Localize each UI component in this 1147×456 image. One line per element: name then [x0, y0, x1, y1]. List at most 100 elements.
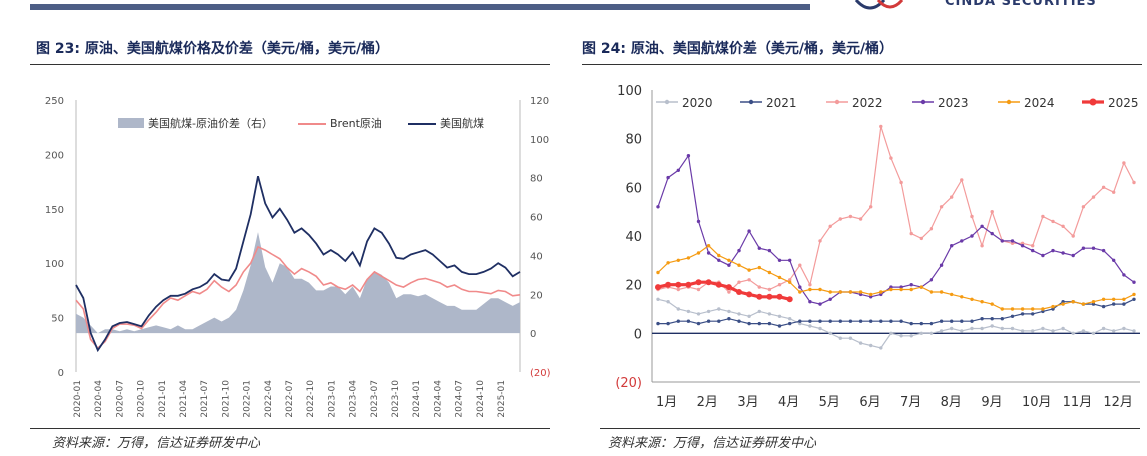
series-marker-2022 [828, 224, 832, 228]
x-tick-label: 2021-04 [179, 380, 189, 418]
left-y-tick: 100 [45, 259, 64, 270]
x-tick-label: 2022-04 [264, 380, 274, 418]
series-marker-2021 [919, 321, 923, 326]
series-marker-2022 [737, 280, 741, 284]
series-marker-2020 [990, 324, 994, 328]
left-y-tick: 250 [45, 96, 64, 107]
x-tick-label: 2023-07 [370, 380, 380, 418]
x-category-label: 7月 [900, 395, 921, 410]
series-marker-2023 [808, 300, 812, 304]
series-marker-2020 [899, 334, 903, 338]
series-marker-2020 [929, 331, 934, 335]
series-marker-2021 [1101, 304, 1106, 309]
left-source-note: 资料来源：万得，信达证券研发中心 [52, 436, 261, 451]
series-marker-2022 [970, 214, 974, 219]
right-chart: (20) 0 20 40 60 80 100 1月 2月 3月 4月 5月 6月 7月 8月 9月 10月 11月… [615, 84, 1140, 410]
x-category-label: 11月 [1063, 395, 1093, 410]
series-marker-2021 [717, 319, 721, 323]
series-marker-2023 [757, 246, 761, 250]
series-marker-2024 [656, 270, 660, 275]
series-marker-2022 [1031, 244, 1035, 248]
series-marker-2024 [767, 270, 772, 275]
series-marker-2020 [767, 312, 772, 316]
series-marker-2021 [1122, 302, 1126, 306]
series-marker-2022 [899, 180, 903, 185]
series-marker-2023 [950, 244, 954, 248]
right-figure-title: 图 24: 原油、美国航煤价差（美元/桶，美元/桶） [582, 41, 894, 57]
left-y-tick: 0 [58, 368, 64, 379]
series-marker-2022 [960, 178, 964, 182]
series-marker-2023 [1081, 246, 1086, 250]
series-line-2020 [657, 298, 1135, 349]
series-marker-2023 [879, 292, 883, 297]
series-marker-2022 [767, 287, 772, 292]
x-tick-label: 2022-07 [285, 380, 295, 418]
series-marker-2024 [1061, 302, 1065, 306]
series-marker-2020 [727, 309, 731, 314]
series-marker-2022 [1041, 214, 1045, 219]
series-marker-2020 [696, 312, 701, 316]
series-marker-2021 [1112, 302, 1116, 306]
series-marker-2023 [696, 219, 701, 224]
series-marker-2022 [1051, 219, 1055, 224]
series-marker-2020 [980, 326, 984, 331]
series-marker-2024 [1031, 307, 1035, 311]
series-marker-2020 [747, 314, 751, 318]
series-marker-2021 [656, 321, 660, 326]
series-marker-2021 [990, 317, 994, 321]
left-chart: 0 50 100 150 200 250 (20) 0 20 40 60 80 100 120 2020-0… [45, 96, 551, 418]
right-title-rule [582, 64, 1142, 65]
series-marker-2023 [858, 292, 863, 297]
legend-marker-2024 [1006, 99, 1012, 105]
series-marker-2022 [696, 287, 701, 292]
series-marker-2022 [1061, 224, 1065, 228]
x-tick-label: 2024-10 [476, 380, 486, 418]
series-marker-2024 [970, 297, 974, 301]
series-marker-2022 [889, 156, 893, 160]
series-marker-2020 [1071, 331, 1075, 335]
series-marker-2024 [676, 258, 680, 262]
series-marker-2022 [798, 263, 802, 267]
series-marker-2024 [1132, 292, 1136, 297]
series-marker-2024 [1091, 300, 1096, 304]
series-marker-2023 [1061, 251, 1065, 255]
series-marker-2025 [685, 281, 692, 288]
series-marker-2024 [818, 287, 822, 292]
series-marker-2024 [960, 295, 964, 299]
series-marker-2021 [950, 319, 954, 323]
series-marker-2021 [737, 319, 741, 323]
series-marker-2020 [919, 331, 923, 335]
series-marker-2022 [838, 217, 842, 221]
series-marker-2025 [675, 281, 682, 288]
series-marker-2023 [1031, 248, 1035, 253]
series-marker-2021 [696, 321, 701, 326]
series-marker-2020 [950, 326, 954, 331]
series-marker-2021 [909, 321, 913, 326]
series-marker-2021 [1031, 312, 1035, 316]
x-category-label: 4月 [778, 395, 799, 410]
series-marker-2025 [695, 279, 702, 286]
series-marker-2024 [1051, 304, 1055, 309]
series-marker-2024 [939, 290, 944, 294]
series-marker-2024 [706, 244, 711, 248]
series-marker-2022 [939, 205, 944, 209]
series-marker-2023 [1051, 248, 1055, 253]
series-marker-2024 [686, 256, 691, 260]
series-marker-2024 [889, 287, 893, 292]
series-marker-2020 [879, 346, 883, 350]
legend-label-2021: 2021 [766, 96, 797, 110]
series-marker-2025 [766, 293, 773, 300]
series-marker-2020 [757, 309, 761, 314]
legend-swatch-spread [118, 118, 144, 128]
series-marker-2025 [665, 281, 672, 288]
series-marker-2021 [818, 319, 822, 323]
top-banner: CINDA SECURITIES [0, 0, 1147, 12]
series-marker-2023 [909, 283, 913, 287]
series-marker-2023 [737, 248, 741, 253]
series-marker-2021 [1091, 302, 1096, 306]
series-marker-2021 [828, 319, 832, 323]
left-y-tick: 200 [45, 150, 64, 161]
series-marker-2024 [1020, 307, 1025, 311]
series-marker-2021 [929, 321, 934, 326]
right-source-rule [600, 428, 1140, 429]
